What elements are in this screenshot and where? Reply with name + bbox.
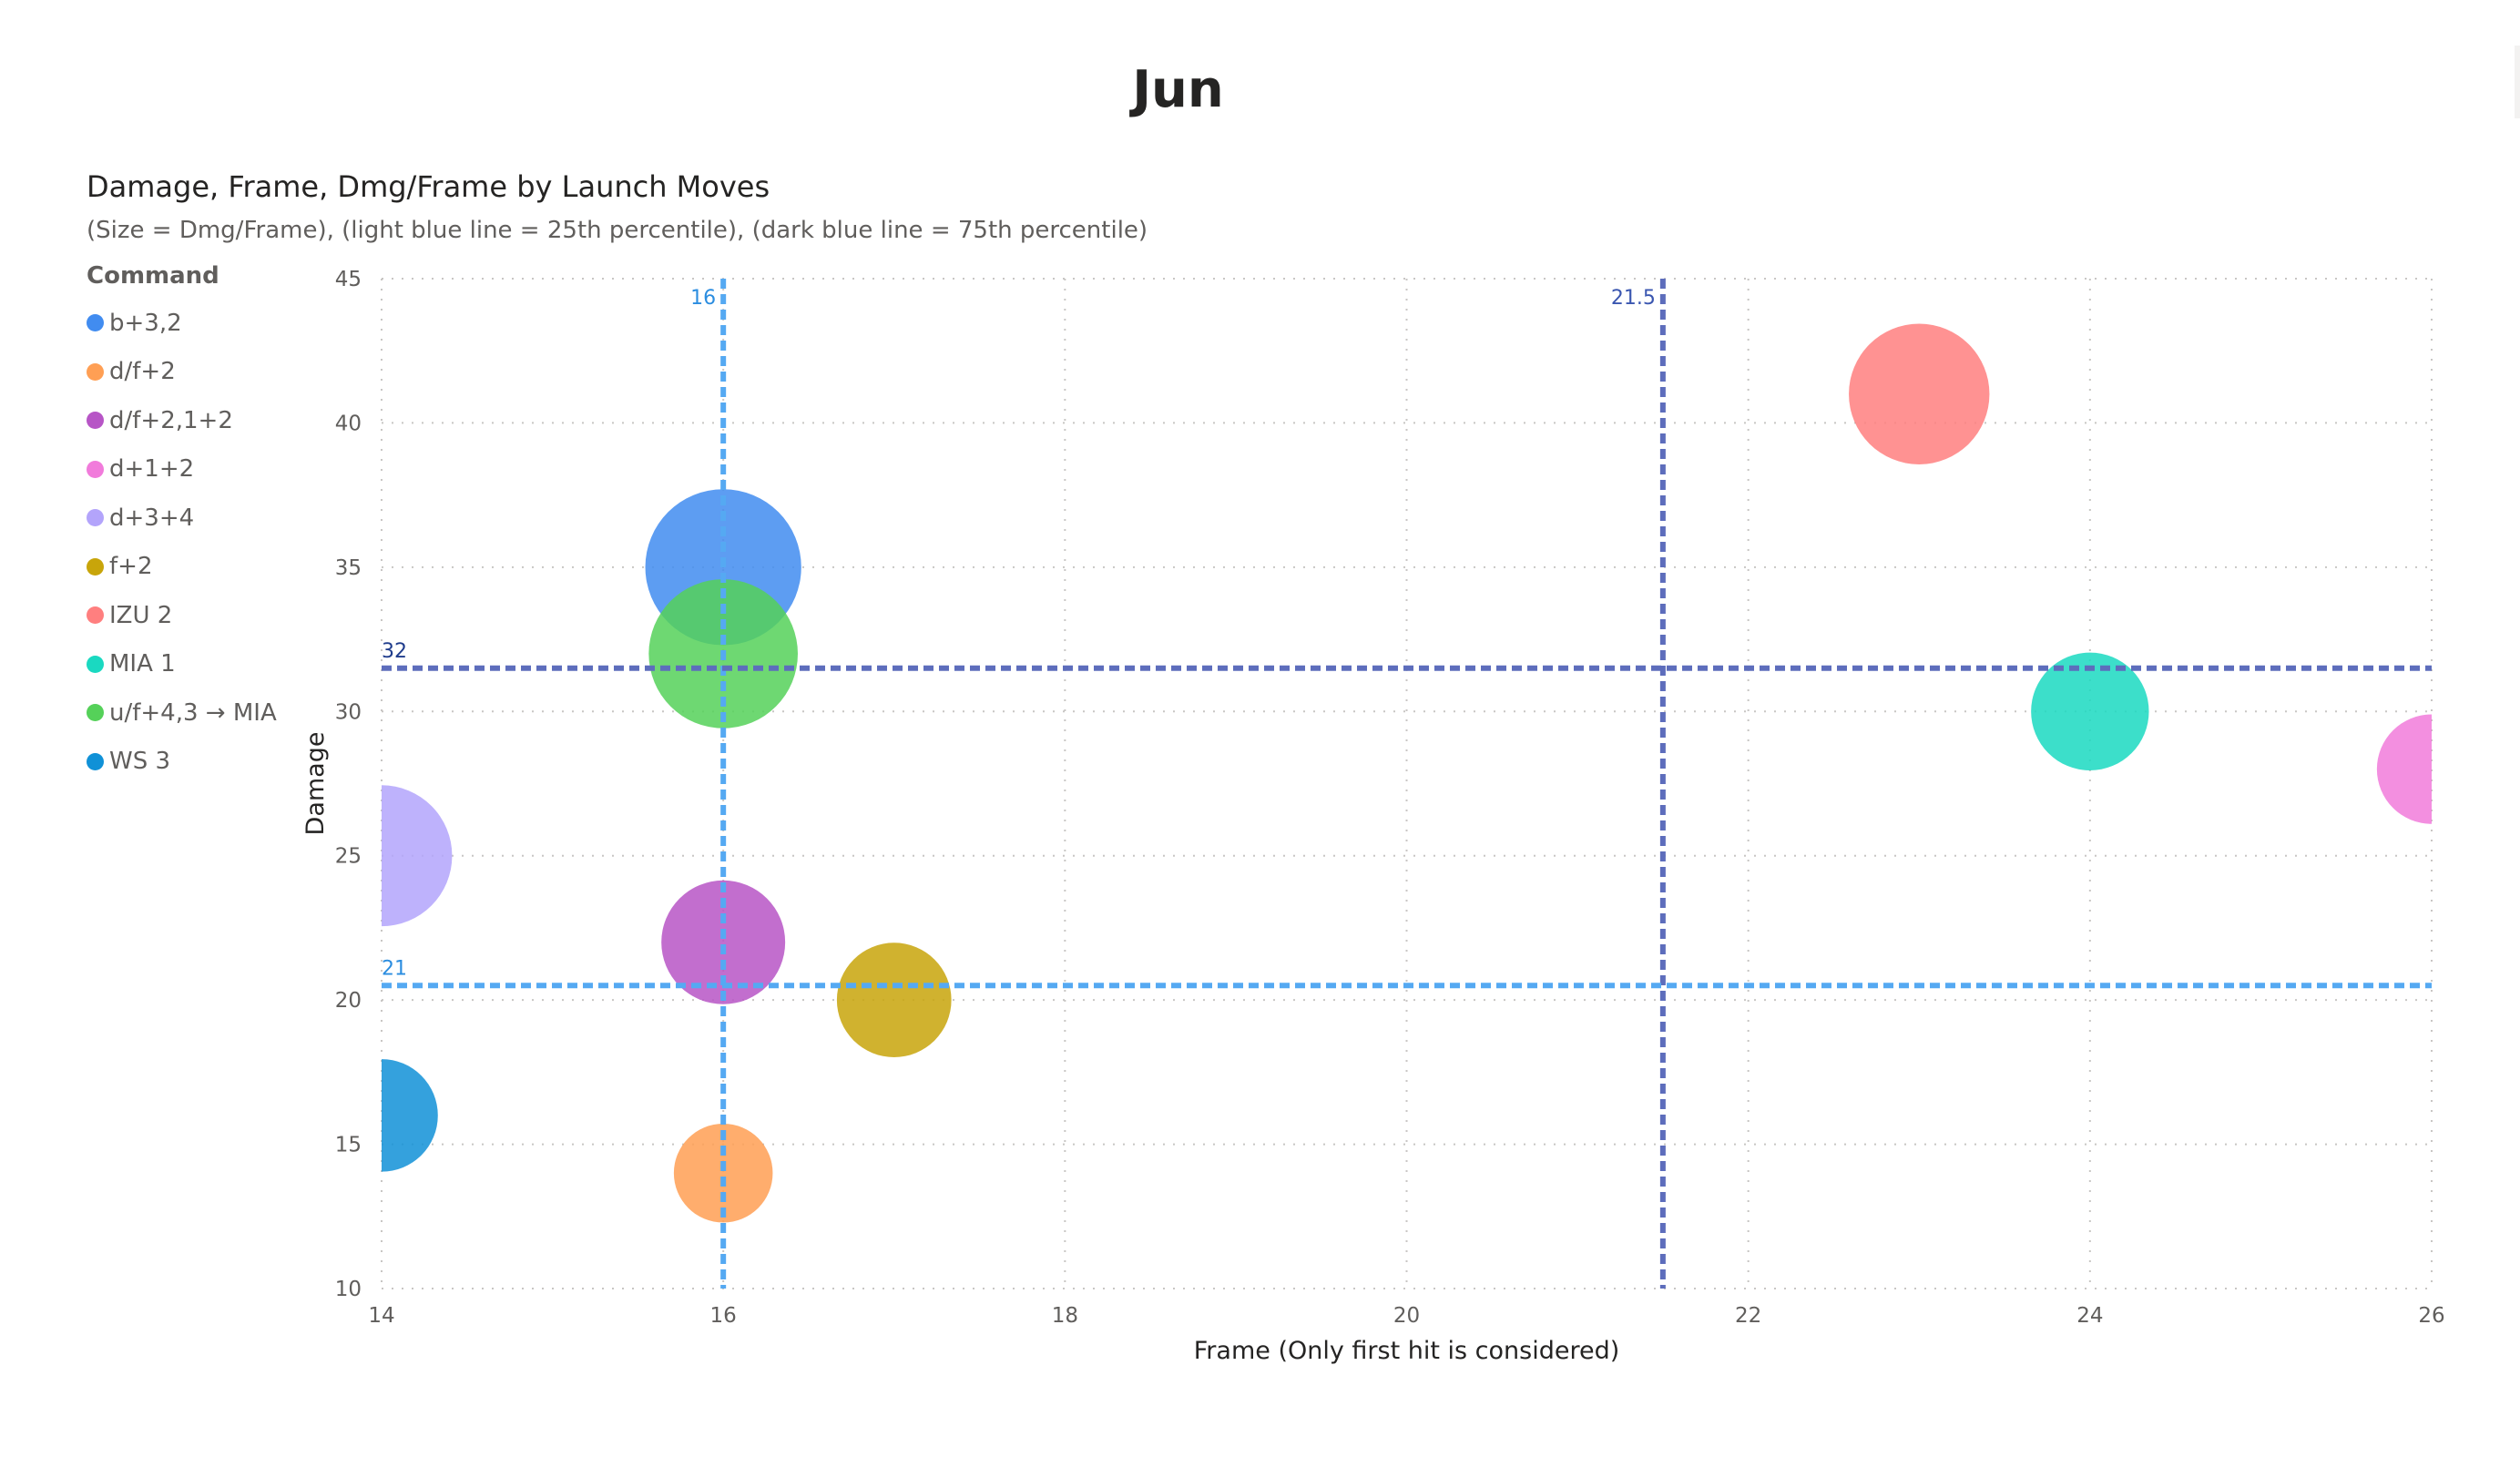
legend-color-dot — [87, 314, 104, 332]
legend-item-label: u/f+4,3 → MIA — [109, 698, 277, 727]
legend-item-label: WS 3 — [109, 748, 171, 776]
bubble-point[interactable] — [2031, 652, 2149, 770]
bubble-point[interactable] — [673, 1123, 773, 1223]
legend-color-dot — [87, 362, 104, 381]
legend-title: Command — [87, 262, 219, 290]
legend-item[interactable]: d+1+2 — [87, 445, 277, 494]
axis-ticks: 14 16 18 20 22 24 26 10 15 20 25 30 35 40 45 — [335, 268, 2445, 1328]
legend: Command b+3,2 d/f+2 d/f+2,1+2 d+1+2 d+3+4 f+2… — [87, 260, 277, 786]
x-axis-title: Frame (Only first hit is considered) — [1194, 1337, 1620, 1365]
legend-item-label: IZU 2 — [109, 601, 173, 629]
bubble-point[interactable] — [661, 880, 786, 1004]
legend-color-dot — [87, 412, 104, 430]
legend-item[interactable]: u/f+4,3 → MIA — [87, 688, 277, 738]
x-tick-label: 16 — [710, 1304, 737, 1328]
y-tick-label: 40 — [335, 412, 362, 435]
bubble-point[interactable] — [1849, 323, 1990, 464]
visual-title: Damage, Frame, Dmg/Frame by Launch Moves — [87, 169, 770, 204]
legend-color-dot — [87, 655, 104, 673]
visual-subtitle: (Size = Dmg/Frame), (light blue line = 2… — [87, 217, 1148, 244]
legend-color-dot — [87, 752, 104, 770]
legend-items: b+3,2 d/f+2 d/f+2,1+2 d+1+2 d+3+4 f+2 IZU 2 MIA… — [87, 299, 277, 786]
bubble-point[interactable] — [836, 942, 952, 1057]
legend-item-label: d+1+2 — [109, 455, 195, 484]
legend-item-label: f+2 — [109, 553, 153, 581]
legend-item[interactable]: d/f+2 — [87, 348, 277, 397]
legend-item[interactable]: IZU 2 — [87, 591, 277, 640]
reference-line-label: 16 — [690, 287, 716, 310]
y-tick-label: 35 — [335, 556, 362, 580]
legend-item[interactable]: f+2 — [87, 543, 277, 592]
y-tick-label: 15 — [335, 1134, 362, 1157]
page-title: Jun — [1132, 60, 1224, 119]
x-tick-label: 26 — [2418, 1304, 2444, 1328]
legend-item[interactable]: b+3,2 — [87, 299, 277, 348]
bubble-point[interactable] — [2376, 714, 2486, 824]
legend-item[interactable]: d/f+2,1+2 — [87, 396, 277, 445]
y-tick-label: 10 — [335, 1278, 362, 1301]
legend-item[interactable]: WS 3 — [87, 738, 277, 787]
legend-color-dot — [87, 509, 104, 527]
scrollbar-thumb[interactable] — [2515, 46, 2520, 118]
legend-color-dot — [87, 606, 104, 625]
legend-color-dot — [87, 460, 104, 478]
reference-lines: 16 21.5 32 21 — [382, 279, 2432, 1289]
legend-item[interactable]: MIA 1 — [87, 640, 277, 689]
y-tick-label: 25 — [335, 845, 362, 869]
bubbles — [311, 323, 2486, 1223]
legend-item-label: b+3,2 — [109, 309, 182, 337]
y-tick-label: 45 — [335, 268, 362, 291]
x-tick-label: 22 — [1735, 1304, 1761, 1328]
y-tick-label: 20 — [335, 989, 362, 1013]
legend-item-label: d+3+4 — [109, 504, 195, 532]
reference-line-label: 21.5 — [1611, 287, 1656, 310]
reference-line-label: 32 — [382, 640, 407, 663]
y-axis-title: Damage — [301, 732, 330, 836]
x-tick-label: 24 — [2076, 1304, 2103, 1328]
reference-line-label: 21 — [382, 957, 407, 980]
legend-item[interactable]: d+3+4 — [87, 494, 277, 543]
legend-color-dot — [87, 557, 104, 576]
legend-item-label: d/f+2 — [109, 358, 176, 386]
legend-item-label: d/f+2,1+2 — [109, 406, 233, 434]
x-tick-label: 14 — [368, 1304, 394, 1328]
x-tick-label: 20 — [1393, 1304, 1420, 1328]
legend-color-dot — [87, 704, 104, 722]
y-tick-label: 30 — [335, 700, 362, 724]
x-tick-label: 18 — [1052, 1304, 1078, 1328]
gridlines — [381, 278, 2433, 1289]
bubble-point[interactable] — [311, 785, 453, 927]
legend-item-label: MIA 1 — [109, 650, 176, 678]
bubble-point[interactable] — [325, 1059, 438, 1172]
